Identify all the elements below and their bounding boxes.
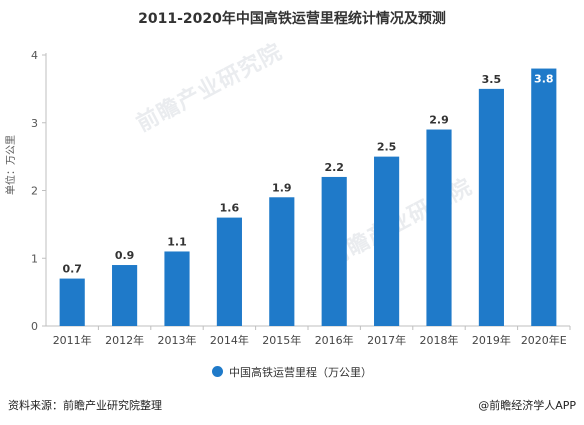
bar <box>426 129 452 326</box>
data-label: 2.2 <box>324 161 344 174</box>
y-tick-label: 1 <box>31 252 38 265</box>
bar <box>164 251 190 326</box>
bar <box>531 68 557 327</box>
legend-swatch <box>212 366 223 377</box>
data-label: 1.9 <box>272 181 292 194</box>
bar <box>478 88 504 326</box>
x-tick-label: 2020年E <box>521 333 567 347</box>
data-label: 0.7 <box>62 263 82 276</box>
x-tick-label: 2016年 <box>315 333 354 347</box>
bar <box>216 217 242 326</box>
bar-chart: 0 1 2 3 4 0.7 2011年 0.9 2012年 1.1 2013年 1.6 2014年 1.9… <box>31 49 571 347</box>
legend-label: 中国高铁运营里程（万公里） <box>229 366 372 379</box>
data-label: 2.5 <box>377 141 397 154</box>
x-tick-label: 2019年 <box>472 333 511 347</box>
data-label: 1.6 <box>220 202 240 215</box>
x-tick-label: 2014年 <box>210 333 249 347</box>
data-label: 0.9 <box>115 249 135 262</box>
x-tick-label: 2013年 <box>158 333 197 347</box>
x-tick-label: 2012年 <box>105 333 144 347</box>
bar <box>321 176 347 326</box>
y-tick-label: 0 <box>31 320 38 333</box>
y-tick-label: 4 <box>31 49 38 62</box>
x-tick-label: 2015年 <box>262 333 301 347</box>
data-label: 2.9 <box>429 114 449 127</box>
bar <box>59 278 85 326</box>
brand-credit: @前瞻经济学人APP <box>478 399 576 412</box>
y-tick-label: 3 <box>31 117 38 130</box>
bar <box>269 197 295 326</box>
x-tick-label: 2011年 <box>53 333 92 347</box>
bar <box>112 265 138 326</box>
legend: 中国高铁运营里程（万公里） <box>0 364 584 380</box>
chart-title: 2011-2020年中国高铁运营里程统计情况及预测 <box>138 11 446 27</box>
data-label: 1.1 <box>167 235 187 248</box>
source-note: 资料来源：前瞻产业研究院整理 <box>8 399 162 412</box>
y-tick-label: 2 <box>31 185 38 198</box>
data-label: 3.5 <box>482 73 502 86</box>
data-label: 3.8 <box>534 73 554 86</box>
x-tick-label: 2018年 <box>420 333 459 347</box>
bar <box>374 156 400 326</box>
x-tick-label: 2017年 <box>367 333 406 347</box>
